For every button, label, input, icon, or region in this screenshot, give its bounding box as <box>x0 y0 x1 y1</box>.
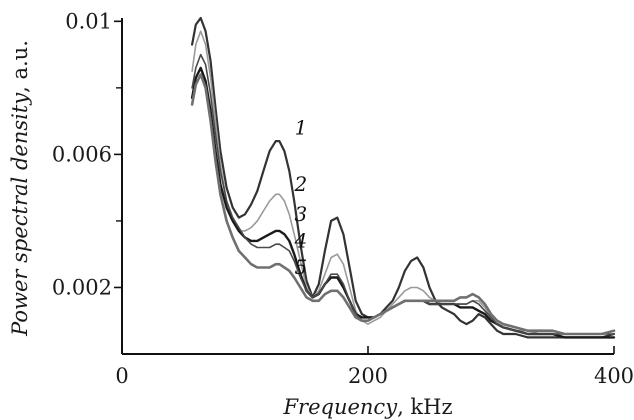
series-label-5: 5 <box>295 255 308 279</box>
series-line-5 <box>190 73 616 336</box>
series-line-2 <box>191 30 615 335</box>
x-axis-title: Frequency, kHz <box>282 395 452 419</box>
y-tick-label: 0.01 <box>65 9 112 33</box>
plot-area: 1 2 3 45 <box>190 16 616 339</box>
series-label-3: 3 <box>295 202 308 226</box>
y-axis-title: Power spectral density, a.u. <box>8 40 32 337</box>
y-axis-title-main: Power spectral density <box>8 92 32 337</box>
x-axis-title-unit: , kHz <box>397 395 452 419</box>
y-axis-ticks: 0.002 0.006 0.01 <box>52 9 122 299</box>
x-axis-ticks: 0 200 400 <box>115 346 634 388</box>
x-tick-label: 200 <box>348 364 388 388</box>
x-axis-title-main: Frequency <box>282 395 398 419</box>
series-line-3 <box>190 66 616 339</box>
series-label-4: 4 <box>294 229 308 253</box>
x-tick-label: 400 <box>594 364 634 388</box>
y-tick-label: 0.006 <box>52 142 112 166</box>
y-axis-title-unit: , a.u. <box>8 40 32 93</box>
x-tick-label: 0 <box>115 364 128 388</box>
y-tick-label: 0.002 <box>52 275 112 299</box>
series-label-2: 2 <box>294 172 308 196</box>
series-label-1: 1 <box>295 115 308 139</box>
series-layer <box>190 16 616 339</box>
series-line-1 <box>191 16 616 339</box>
series-label-layer: 1 2 3 45 <box>294 115 308 279</box>
